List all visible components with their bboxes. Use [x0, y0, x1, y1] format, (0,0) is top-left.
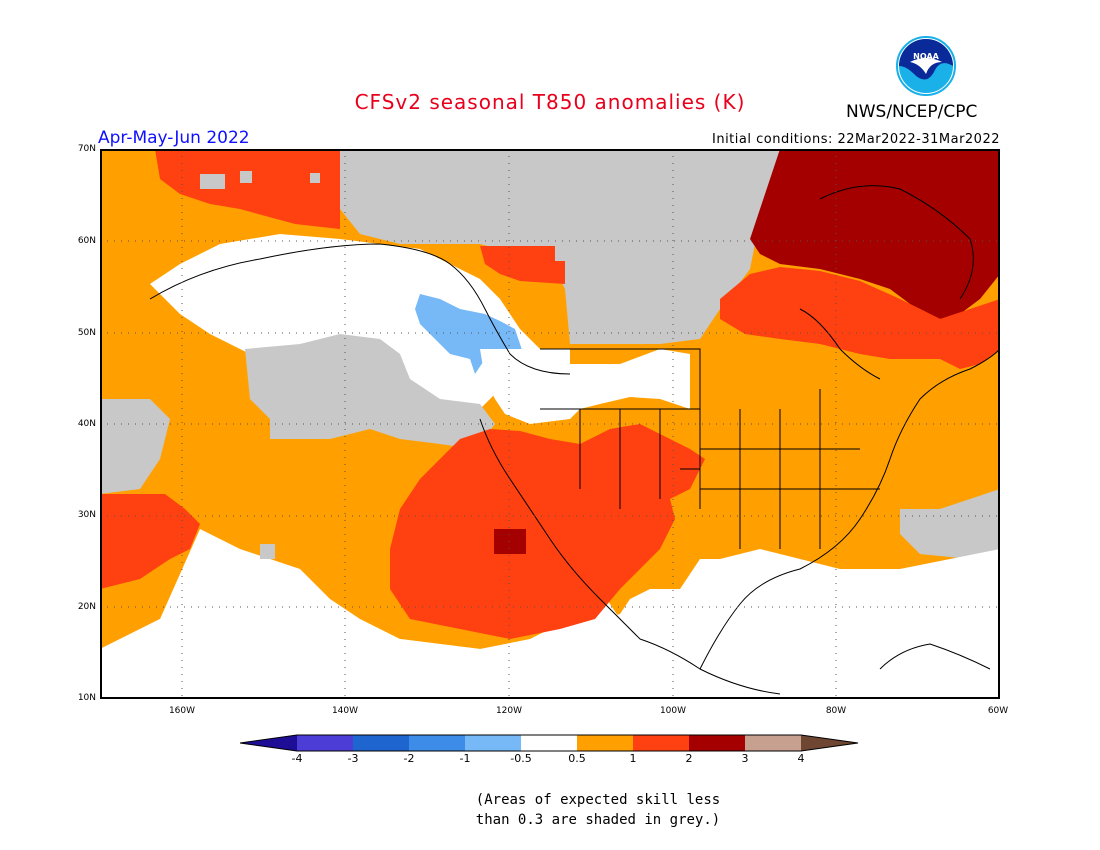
- darkred-dot: [494, 529, 526, 554]
- lat-label: 40N: [77, 419, 96, 429]
- lon-label: 80W: [825, 706, 847, 716]
- colorbar-segment: [353, 735, 409, 751]
- grey-region-atlantic: [900, 489, 1000, 559]
- colorbar-label: -4: [291, 752, 303, 765]
- colorbar-label: -1: [459, 752, 471, 765]
- colorbar-segment: [689, 735, 745, 751]
- coastlines: [149, 185, 1000, 695]
- lon-label: 60W: [987, 706, 1009, 716]
- colorbar: [240, 734, 859, 752]
- colorbar-arrow-left: [240, 735, 297, 751]
- colorbar-segment: [521, 735, 577, 751]
- skill-note-line2: than 0.3 are shaded in grey.): [475, 812, 721, 828]
- map-title: CFSv2 seasonal T850 anomalies (K): [354, 90, 746, 114]
- grey-region-pacific-west: [100, 399, 170, 494]
- colorbar-label: -2: [403, 752, 415, 765]
- colorbar-segment: [633, 735, 689, 751]
- colorbar-segment: [577, 735, 633, 751]
- colorbar-label: 1: [629, 752, 637, 765]
- lon-label: 160W: [168, 706, 196, 716]
- initial-conditions: Initial conditions: 22Mar2022-31Mar2022: [712, 132, 1000, 147]
- colorbar-segment: [465, 735, 521, 751]
- grey-dot-3: [240, 171, 252, 183]
- grey-dot-2: [200, 174, 225, 189]
- map-border: [100, 149, 1000, 699]
- colorbar-label: -3: [347, 752, 359, 765]
- lat-label: 70N: [77, 144, 96, 154]
- grey-dot-1: [260, 544, 275, 559]
- lon-label: 140W: [331, 706, 359, 716]
- lat-label: 50N: [77, 328, 96, 338]
- lon-label: 100W: [659, 706, 687, 716]
- red-region-hudson: [480, 246, 565, 284]
- grey-region-canada: [340, 149, 780, 344]
- gridlines: [100, 149, 1000, 699]
- white-region-south: [100, 549, 1000, 699]
- noaa-logo: NOAA: [896, 36, 956, 96]
- colorbar-arrow-right: [801, 735, 858, 751]
- agency-label: NWS/NCEP/CPC: [846, 102, 978, 122]
- skill-note: (Areas of expected skill less than 0.3 a…: [0, 790, 1100, 830]
- lat-label: 20N: [77, 602, 96, 612]
- colorbar-label: 4: [797, 752, 805, 765]
- red-region-north-pacific: [155, 149, 340, 229]
- lat-label: 10N: [77, 693, 96, 703]
- colorbar-label: 2: [685, 752, 693, 765]
- colorbar-label: 0.5: [568, 752, 586, 765]
- lat-label: 30N: [77, 510, 96, 520]
- grey-region-pacific: [245, 334, 495, 449]
- grey-dot-4: [310, 173, 320, 183]
- colorbar-segment: [745, 735, 801, 751]
- red-region-northeast: [720, 267, 1000, 369]
- lat-label: 60N: [77, 236, 96, 246]
- colorbar-segment: [409, 735, 465, 751]
- anomaly-map: [100, 149, 1000, 699]
- colorbar-segment: [297, 735, 353, 751]
- logo-text: NOAA: [913, 52, 939, 61]
- lon-label: 120W: [495, 706, 523, 716]
- colorbar-label: -0.5: [510, 752, 532, 765]
- forecast-period: Apr-May-Jun 2022: [98, 128, 250, 148]
- red-region-southwest: [390, 424, 705, 639]
- red-region-west-pacific: [100, 494, 200, 589]
- skill-note-line1: (Areas of expected skill less: [475, 792, 721, 808]
- colorbar-label: 3: [741, 752, 749, 765]
- darkred-region-greenland: [750, 149, 1000, 319]
